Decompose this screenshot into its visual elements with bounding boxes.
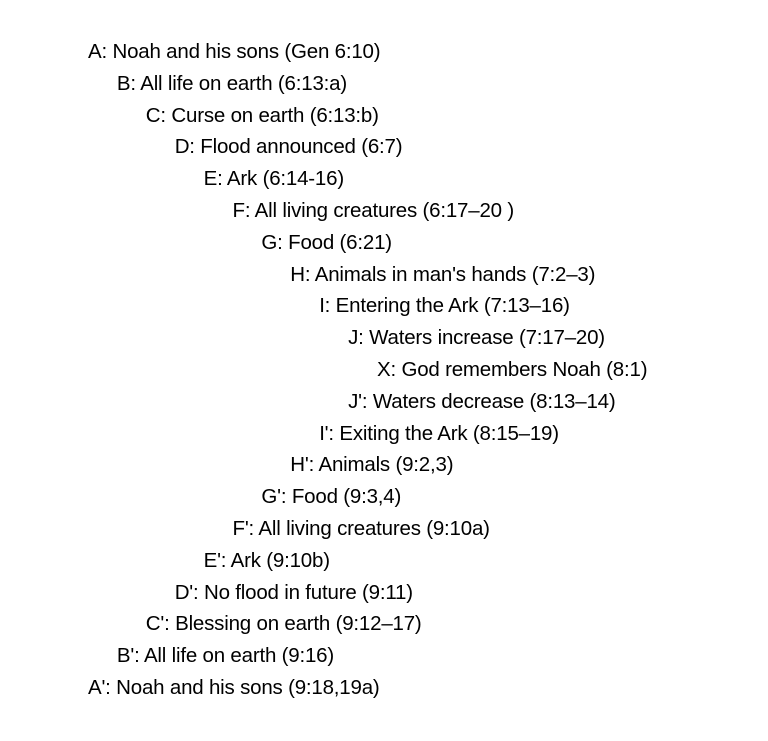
chiasm-line: G': Food (9:3,4) bbox=[261, 485, 402, 509]
chiasm-line: D: Flood announced (6:7) bbox=[174, 135, 403, 159]
chiasm-line: J': Waters decrease (8:13–14) bbox=[348, 389, 616, 413]
chiasm-line: A: Noah and his sons (Gen 6:10) bbox=[88, 40, 381, 63]
chiasm-line: F': All living creatures (9:10a) bbox=[232, 517, 490, 540]
chiasm-line: J: Waters increase (7:17–20) bbox=[348, 326, 605, 350]
chiasm-line: I: Entering the Ark (7:13–16) bbox=[319, 294, 570, 318]
chiasm-line: B': All life on earth (9:16) bbox=[116, 644, 334, 668]
chiasm-line: H: Animals in man's hands (7:2–3) bbox=[290, 262, 596, 286]
chiasm-line: A': Noah and his sons (9:18,19a) bbox=[88, 676, 380, 699]
chiasm-line: B: All life on earth (6:13:a) bbox=[116, 71, 347, 95]
chiasm-line: E': Ark (9:10b) bbox=[203, 548, 330, 572]
chiasm-line: X: God remembers Noah (8:1) bbox=[377, 358, 648, 381]
chiasm-line: I': Exiting the Ark (8:15–19) bbox=[319, 421, 559, 445]
chiasm-line: G: Food (6:21) bbox=[261, 230, 392, 254]
chiasm-line: C: Curse on earth (6:13:b) bbox=[145, 103, 379, 127]
chiasm-line: F: All living creatures (6:17–20 ) bbox=[232, 199, 515, 222]
chiasm-line: E: Ark (6:14-16) bbox=[203, 167, 345, 191]
chiasm-line: D': No flood in future (9:11) bbox=[174, 580, 413, 604]
chiasm-line: C': Blessing on earth (9:12–17) bbox=[145, 612, 422, 636]
chiasm-line: H': Animals (9:2,3) bbox=[290, 453, 454, 477]
